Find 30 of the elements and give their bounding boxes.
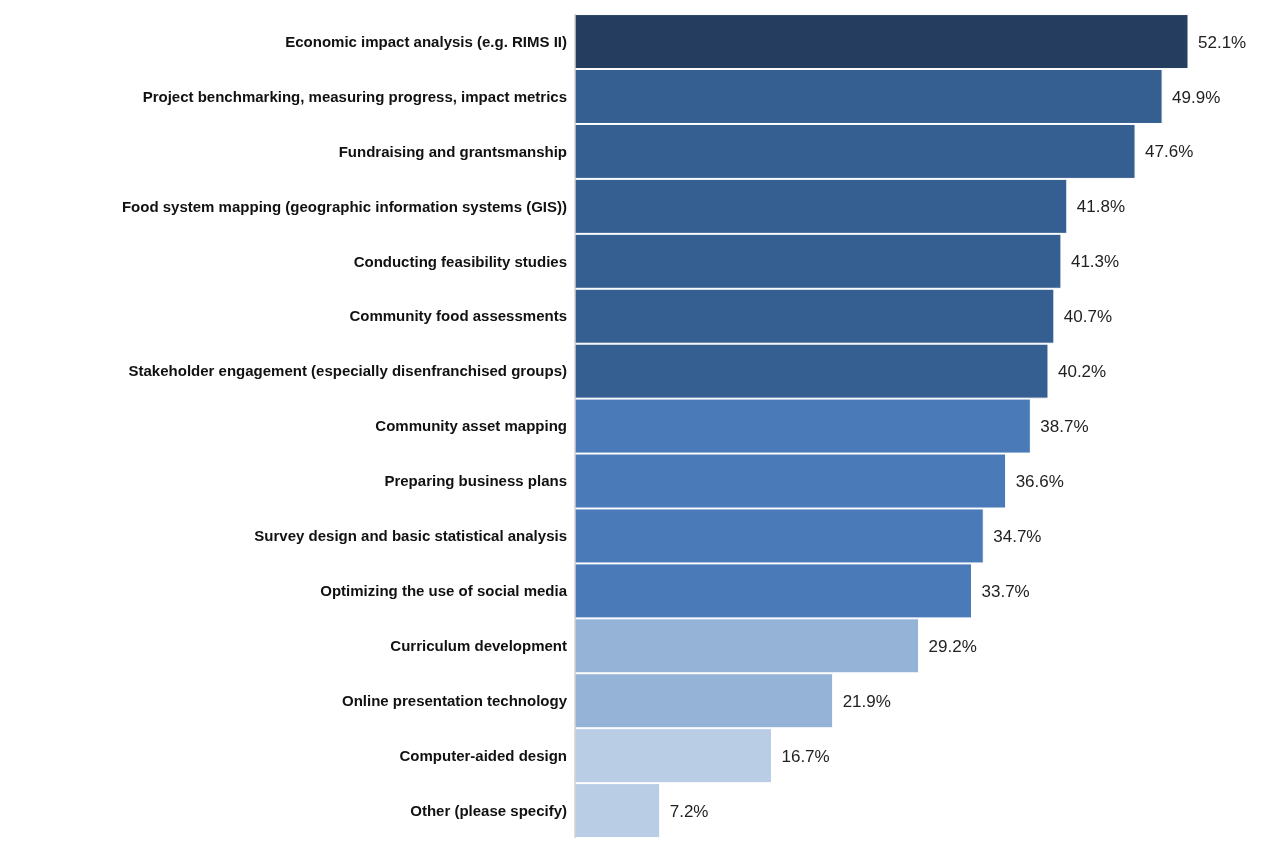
data-label: 41.3% — [1070, 252, 1120, 272]
data-label: 29.2% — [928, 636, 977, 656]
y-tick-label: Curriculum development — [390, 637, 567, 655]
y-tick-label: Stakeholder engagement (especially disenfranchised groups) — [128, 362, 567, 380]
data-label: 16.7% — [781, 746, 830, 766]
y-tick-label: Conducting feasibility studies — [353, 252, 567, 270]
y-tick-label: Survey design and basic statistical analysis — [254, 527, 567, 545]
data-label: 52.1% — [1198, 32, 1247, 52]
data-label: 21.9% — [842, 691, 891, 711]
y-tick-label: Other (please specify) — [410, 801, 567, 819]
data-label: 41.8% — [1076, 197, 1126, 217]
y-tick-label: Economic impact analysis (e.g. RIMS II) — [285, 32, 567, 50]
y-tick-label: Online presentation technology — [341, 691, 568, 709]
data-label: 38.7% — [1040, 417, 1089, 437]
y-tick-label: Project benchmarking, measuring progress, impact metrics — [142, 87, 567, 105]
y-tick-label: Computer-aided design — [399, 746, 567, 764]
y-tick-label: Optimizing the use of social media — [320, 582, 568, 600]
data-label: 36.6% — [1015, 472, 1064, 492]
data-label: 49.9% — [1172, 87, 1221, 107]
y-tick-label: Community food assessments — [349, 307, 567, 325]
y-tick-label: Food system mapping (geographic information systems (GIS)) — [121, 197, 567, 215]
data-label: 40.7% — [1063, 307, 1113, 327]
data-label: 34.7% — [993, 526, 1042, 546]
data-label: 7.2% — [669, 801, 709, 821]
y-tick-label: Fundraising and grantsmanship — [338, 142, 567, 160]
data-label: 33.7% — [981, 581, 1030, 601]
data-label: 40.2% — [1057, 362, 1107, 382]
y-tick-label: Preparing business plans — [384, 472, 567, 490]
y-tick-label: Community asset mapping — [375, 417, 567, 435]
data-label: 47.6% — [1145, 142, 1194, 162]
